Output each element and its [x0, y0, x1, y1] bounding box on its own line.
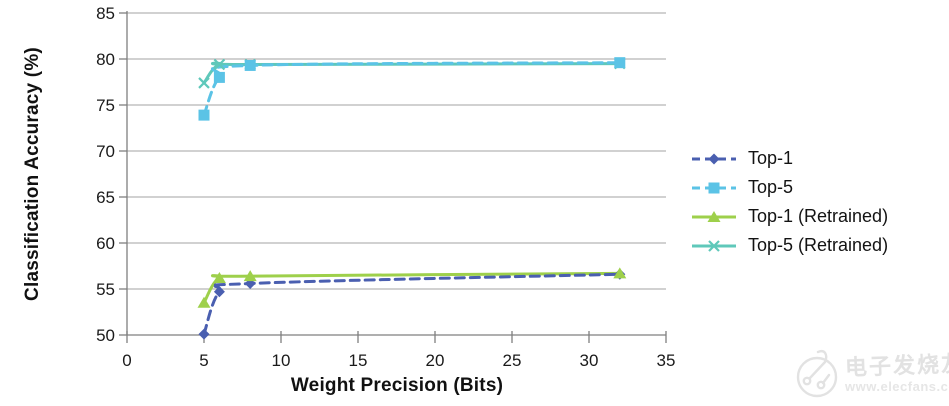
- series-line-top-1: [202, 272, 622, 336]
- marker-x-top-5-retrained-legend: [708, 239, 720, 252]
- legend-swatch-top-1-retrained: [692, 210, 736, 222]
- x-tick-label-30: 30: [580, 351, 599, 370]
- y-tick-label-60: 60: [96, 234, 115, 253]
- marker-square-top-5: [198, 109, 210, 121]
- marker-triangle-top-1-retrained: [197, 296, 211, 308]
- marker-triangle-top-1-retrained: [613, 267, 627, 279]
- legend-label-top-5: Top-5: [748, 177, 794, 197]
- y-tick-label-50: 50: [96, 326, 115, 345]
- x-tick-label-10: 10: [272, 351, 291, 370]
- legend-label-top-1: Top-1: [748, 148, 794, 168]
- chart-legend: Top-1 Top-5 Top-1 (Retrained) Top-5 (Retrai…: [689, 144, 888, 260]
- legend-item-top-5-retrained: Top-5 (Retrained): [689, 231, 888, 260]
- marker-diamond-top-1-legend: [708, 153, 720, 164]
- marker-triangle-top-1-retrained-legend: [707, 210, 721, 222]
- series-markers-top-5: [198, 57, 626, 121]
- legend-label-top-5-retrained: Top-5 (Retrained): [748, 235, 889, 255]
- marker-square-top-5: [213, 71, 225, 83]
- y-tick-label-85: 85: [96, 4, 115, 23]
- marker-square-top-5: [614, 57, 626, 69]
- legend-swatch-top-1: [692, 153, 736, 164]
- y-tick-label-65: 65: [96, 188, 115, 207]
- y-tick-label-80: 80: [96, 50, 115, 69]
- legend-swatch-top-5: [692, 182, 736, 193]
- x-tick-label-20: 20: [426, 351, 445, 370]
- legend-item-top-1-retrained: Top-1 (Retrained): [689, 202, 888, 231]
- marker-triangle-top-1-retrained: [243, 270, 257, 282]
- x-tick-label-15: 15: [349, 351, 368, 370]
- y-axis-title: Classification Accuracy (%): [22, 47, 43, 301]
- series-line-top-5: [202, 61, 622, 117]
- marker-x-top-5-retrained: [213, 58, 226, 71]
- marker-diamond-top-1: [198, 328, 210, 340]
- marker-x-top-5-retrained: [198, 77, 210, 89]
- legend-item-top-1: Top-1: [689, 144, 888, 173]
- series-markers-top-1-retrained: [197, 267, 627, 308]
- marker-square-top-5-legend: [708, 182, 720, 193]
- legend-swatch-top-5-retrained: [692, 239, 736, 252]
- x-tick-label-0: 0: [122, 351, 131, 370]
- x-tick-label-35: 35: [657, 351, 676, 370]
- y-tick-label-75: 75: [96, 96, 115, 115]
- x-axis-title: Weight Precision (Bits): [290, 375, 504, 396]
- y-tick-label-55: 55: [96, 280, 115, 299]
- x-tick-label-5: 5: [199, 351, 208, 370]
- legend-label-top-1-retrained: Top-1 (Retrained): [748, 206, 889, 226]
- y-tick-label-70: 70: [96, 142, 115, 161]
- legend-item-top-5: Top-5: [689, 173, 888, 202]
- marker-triangle-top-1-retrained: [212, 271, 226, 283]
- x-tick-label-25: 25: [503, 351, 522, 370]
- marker-square-top-5: [244, 59, 256, 71]
- marker-diamond-top-1: [213, 286, 225, 298]
